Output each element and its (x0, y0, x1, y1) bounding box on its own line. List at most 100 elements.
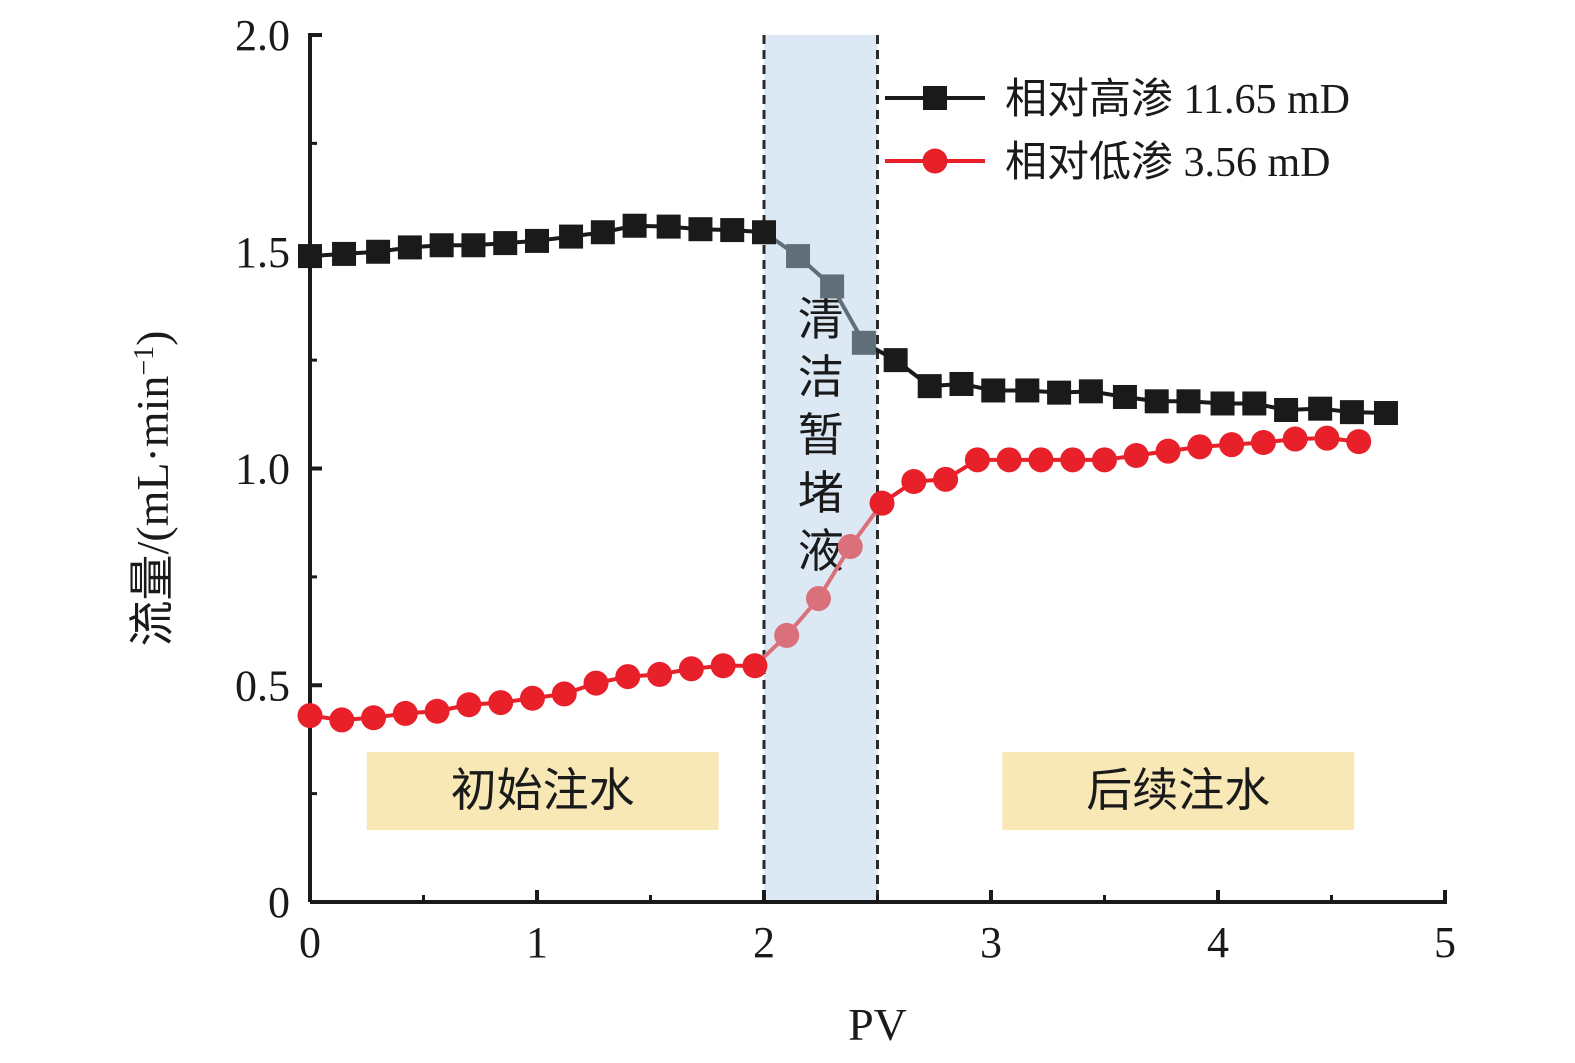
data-point-circle (488, 690, 514, 716)
x-tick-label: 5 (1434, 918, 1456, 967)
data-point-circle (1155, 438, 1181, 464)
data-point-circle (1123, 442, 1149, 468)
data-point-square (525, 228, 549, 253)
data-point-square (1078, 379, 1103, 404)
band-label: 清洁暂堵液 (798, 294, 844, 577)
data-point-circle (805, 586, 831, 612)
data-point-square (720, 218, 745, 243)
y-axis-title-close: ) (127, 331, 178, 346)
data-point-circle (996, 447, 1022, 473)
data-point-circle (583, 670, 609, 696)
data-point-circle (837, 534, 863, 560)
phase-label-box (1002, 752, 1355, 830)
data-point-circle (964, 447, 990, 473)
data-point-circle (615, 664, 641, 690)
data-point-circle (1028, 447, 1054, 473)
y-axis-title-main: 流量/(mL·min (127, 376, 178, 647)
data-point-square (1144, 389, 1169, 414)
y-axis-title: 流量/(mL·min−1) (127, 331, 178, 647)
data-point-circle (297, 703, 323, 729)
data-point-circle (329, 707, 355, 733)
data-point-square (851, 330, 876, 355)
series-layer (297, 213, 1398, 733)
legend: 相对高渗 11.65 mD 相对低渗 3.56 mD (885, 77, 1350, 186)
data-point-circle (1060, 447, 1086, 473)
data-point-square (366, 239, 391, 264)
data-point-square (1176, 389, 1201, 414)
data-point-circle (424, 698, 450, 724)
data-point-circle (933, 466, 959, 492)
shaded-band-layer: 清洁暂堵液 (762, 35, 879, 902)
series-high-perm (298, 213, 1398, 426)
data-point-circle (901, 469, 927, 495)
data-point-circle (1346, 429, 1372, 455)
data-point-square (656, 214, 681, 239)
legend-item: 相对高渗 11.65 mD (885, 77, 1350, 123)
data-point-square (461, 233, 486, 258)
data-point-square (559, 224, 584, 249)
data-point-circle (678, 656, 704, 682)
y-tick-label: 1.5 (235, 228, 290, 277)
data-point-square (981, 378, 1006, 403)
data-point-square (429, 233, 454, 258)
x-tick-label: 3 (980, 918, 1002, 967)
data-point-circle (1282, 426, 1308, 452)
data-point-square (1015, 378, 1040, 403)
x-tick-label: 0 (299, 918, 321, 967)
phase-label-box (366, 752, 719, 830)
y-axis-title-sup: −1 (129, 346, 160, 376)
data-point-circle (1250, 429, 1276, 455)
data-point-square (1274, 397, 1299, 422)
y-tick-label: 2.0 (235, 11, 290, 60)
data-point-circle (1219, 432, 1245, 458)
legend-marker-square (923, 86, 947, 110)
y-tick-label: 0.5 (235, 661, 290, 710)
data-point-circle (742, 653, 768, 679)
data-point-square (1373, 401, 1398, 426)
data-point-square (1210, 391, 1235, 416)
legend-marker-circle (922, 148, 948, 174)
data-point-square (1339, 400, 1364, 425)
data-point-circle (519, 685, 545, 711)
shaded-band (764, 35, 878, 902)
x-tick-label: 1 (526, 918, 548, 967)
data-point-square (786, 244, 811, 269)
data-point-square (397, 235, 422, 260)
data-point-square (622, 213, 647, 238)
x-axis-title: PV (848, 999, 907, 1050)
data-point-square (752, 220, 776, 245)
data-point-square (590, 220, 615, 245)
axes-layer: 0 0.5 1.0 1.5 2.0 0 1 2 3 4 5 (235, 11, 1456, 967)
legend-label: 相对高渗 11.65 mD (1005, 77, 1350, 123)
data-point-square (688, 217, 713, 242)
series-low-perm (297, 425, 1372, 733)
phase-label: 后续注水 (1086, 765, 1270, 816)
x-tick-label: 4 (1207, 918, 1229, 967)
data-point-square (1308, 396, 1333, 421)
data-point-square (493, 231, 518, 256)
data-point-circle (869, 490, 895, 516)
data-point-square (332, 241, 357, 266)
y-tick-label: 0 (268, 878, 290, 927)
data-point-square (883, 348, 908, 373)
data-point-square (1112, 384, 1137, 409)
data-point-square (1242, 391, 1267, 416)
legend-item: 相对低渗 3.56 mD (885, 140, 1331, 186)
data-point-square (917, 374, 942, 399)
data-point-circle (456, 692, 482, 718)
data-point-square (949, 371, 974, 396)
data-point-circle (392, 700, 418, 726)
data-point-circle (551, 681, 577, 707)
data-point-circle (647, 661, 673, 687)
data-point-square (820, 274, 845, 299)
data-point-circle (774, 622, 800, 648)
data-point-circle (361, 705, 387, 731)
data-point-circle (1187, 434, 1213, 460)
x-tick-label: 2 (753, 918, 775, 967)
y-tick-label: 1.0 (235, 445, 290, 494)
data-point-square (1047, 380, 1072, 405)
legend-label: 相对低渗 3.56 mD (1005, 140, 1331, 186)
phase-label: 初始注水 (451, 765, 635, 816)
phase-label-layer: 初始注水 后续注水 (366, 752, 1355, 830)
